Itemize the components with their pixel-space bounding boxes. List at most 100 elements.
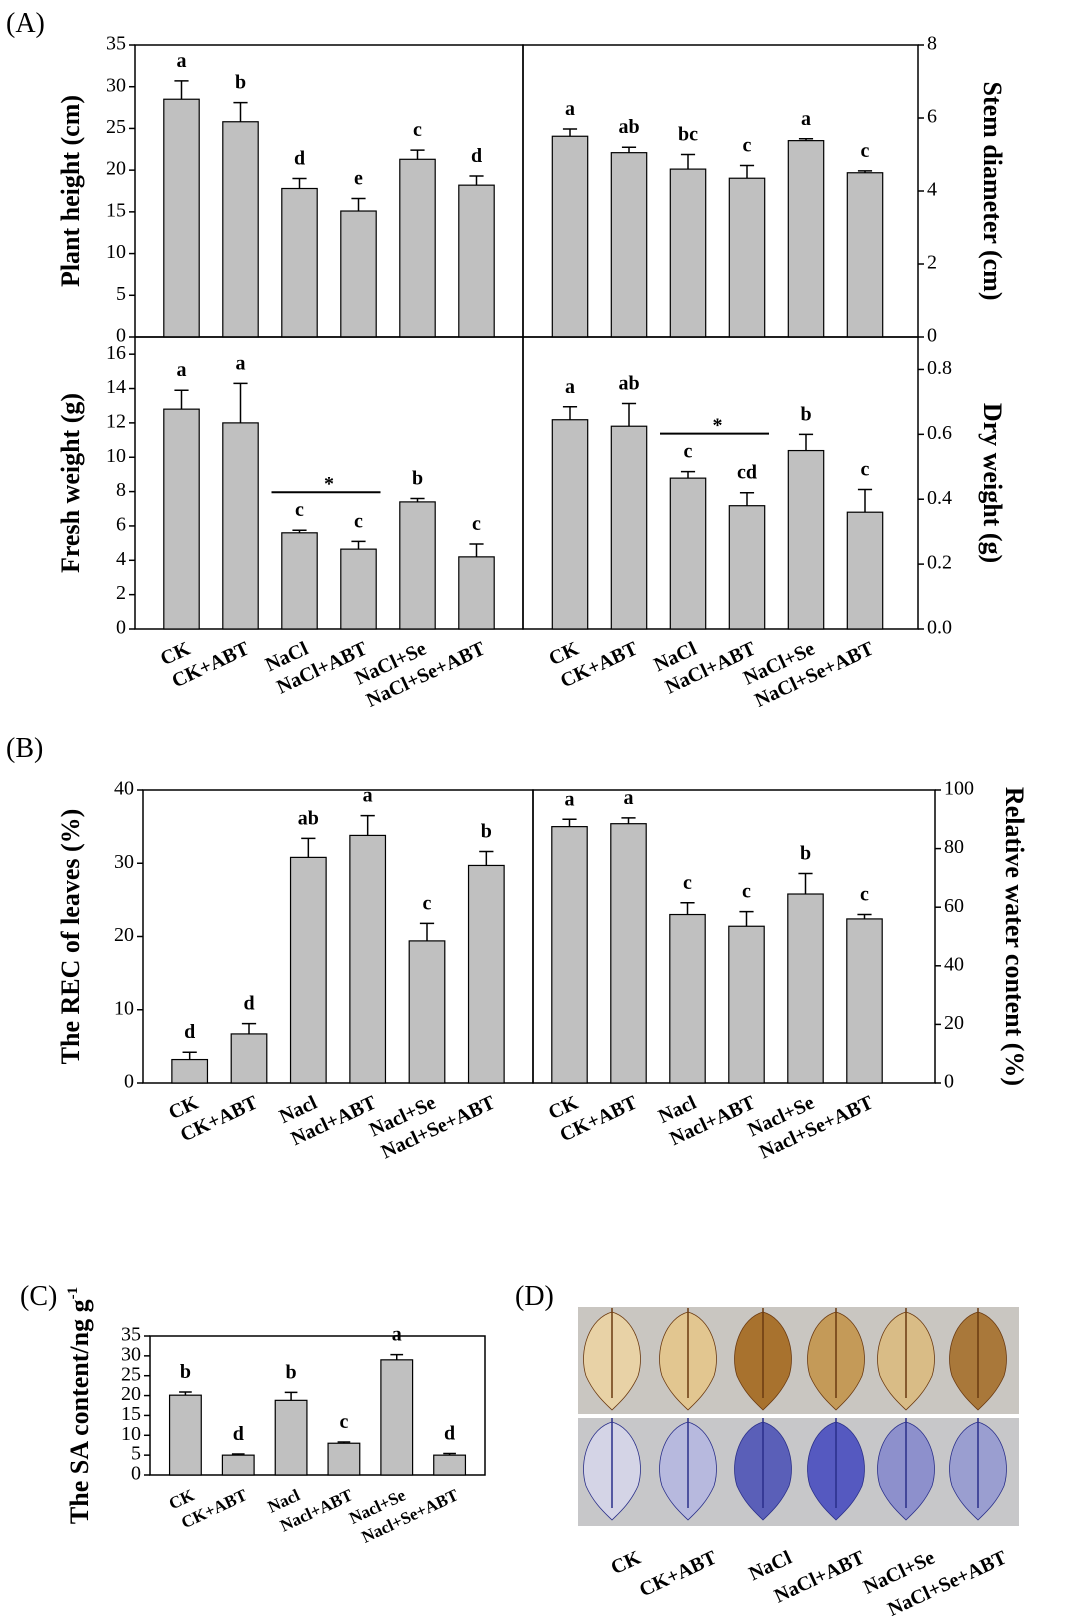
bar [350, 835, 386, 1083]
error-bar [681, 155, 695, 170]
y-axis-label-text: Stem diameter (cm) [978, 82, 1007, 301]
significance-letter: b [481, 821, 492, 843]
error-bar [740, 165, 754, 178]
bar [328, 1443, 360, 1475]
error-bar [301, 838, 315, 857]
error-bar [390, 1355, 403, 1360]
significance-letter: cd [737, 462, 757, 484]
bar [223, 423, 258, 629]
error-bar [562, 819, 576, 826]
error-bar [621, 818, 635, 824]
bar [611, 824, 646, 1083]
y-tick-label: 40 [944, 953, 964, 975]
y-tick-label: 10 [114, 997, 134, 1019]
significance-letter: c [472, 513, 481, 535]
panel-label: (B) [6, 733, 43, 764]
significance-letter: bc [678, 124, 698, 146]
bar [223, 122, 258, 337]
error-bar [420, 923, 434, 941]
error-bar [469, 544, 483, 557]
significance-letter: ab [618, 373, 639, 395]
significance-letter: a [392, 1324, 402, 1346]
y-tick-label: 6 [116, 514, 126, 536]
y-tick-label: 20 [944, 1012, 964, 1034]
bar [552, 827, 587, 1083]
bar [729, 926, 764, 1083]
error-bar [799, 434, 813, 450]
error-bar [680, 903, 694, 915]
error-bar [285, 1392, 298, 1400]
y-tick-label: 0 [927, 325, 937, 347]
significance-letter: e [354, 168, 363, 190]
y-tick-label: 2 [927, 252, 937, 274]
significance-letter: b [800, 403, 811, 425]
error-bar [469, 176, 483, 185]
error-bar [739, 912, 753, 927]
significance-letter: c [861, 140, 870, 162]
error-bar [361, 816, 375, 836]
significance-letter: a [177, 359, 187, 381]
bar [729, 178, 764, 337]
y-tick-label: 10 [106, 241, 126, 263]
y-tick-label: 60 [944, 895, 964, 917]
y-tick-label: 0.8 [927, 357, 952, 379]
bar [291, 857, 327, 1083]
significance-letter: c [684, 441, 693, 463]
y-tick-label: 6 [927, 106, 937, 128]
bar [552, 420, 587, 629]
y-tick-label: 16 [106, 342, 126, 364]
y-tick-label: 35 [106, 33, 126, 55]
y-tick-label: 25 [106, 116, 126, 138]
significance-letter: a [236, 352, 246, 374]
significance-letter: b [412, 467, 423, 489]
bar [381, 1360, 413, 1475]
error-bar [857, 915, 871, 919]
bar [400, 159, 435, 337]
y-axis-label: Dry weight (g) [978, 403, 1007, 563]
error-bar [233, 103, 247, 122]
significance-letter: b [235, 72, 246, 94]
annotation: * [713, 415, 723, 437]
y-tick-label: 2 [116, 582, 126, 604]
significance-letter: ab [298, 807, 319, 829]
bar [788, 894, 823, 1083]
bar [670, 169, 705, 337]
error-bar [563, 129, 577, 136]
y-tick-label: 0.0 [927, 617, 952, 639]
y-tick-label: 0 [116, 617, 126, 639]
y-tick-label: 0.4 [927, 487, 952, 509]
significance-letter: c [860, 884, 869, 906]
bar [170, 1395, 202, 1475]
y-tick-label: 40 [114, 778, 134, 800]
y-tick-label: 0 [944, 1071, 954, 1093]
bar [222, 1455, 254, 1475]
bar [611, 426, 646, 629]
y-tick-label: 12 [106, 410, 126, 432]
leaf-label: CK [608, 1546, 645, 1579]
error-bar [351, 541, 365, 549]
significance-letter: a [565, 788, 575, 810]
y-tick-label: 100 [944, 778, 974, 800]
page: {"panel_labels":["(A)","(B)","(C)","(D)"… [0, 0, 1067, 1619]
significance-letter: c [743, 134, 752, 156]
y-axis-label-text: Fresh weight (g) [56, 393, 85, 573]
error-bar [174, 81, 188, 99]
significance-letter: a [624, 787, 634, 809]
y-tick-label: 4 [116, 548, 126, 570]
error-bar [479, 852, 493, 866]
significance-letter: b [180, 1361, 191, 1383]
y-tick-label: 8 [927, 33, 937, 55]
y-tick-label: 4 [927, 179, 937, 201]
bar [400, 502, 435, 629]
y-tick-label: 20 [106, 158, 126, 180]
significance-letter: b [800, 843, 811, 865]
error-bar [622, 147, 636, 152]
bar [172, 1060, 208, 1083]
y-axis-label-text: The SA content/ng g [65, 1299, 94, 1524]
bar [847, 173, 882, 337]
bar [847, 512, 882, 629]
y-axis-label: Stem diameter (cm) [978, 82, 1007, 301]
panel-label: (C) [20, 1281, 57, 1312]
significance-letter: a [801, 108, 811, 130]
y-axis-label: The REC of leaves (%) [56, 809, 85, 1065]
